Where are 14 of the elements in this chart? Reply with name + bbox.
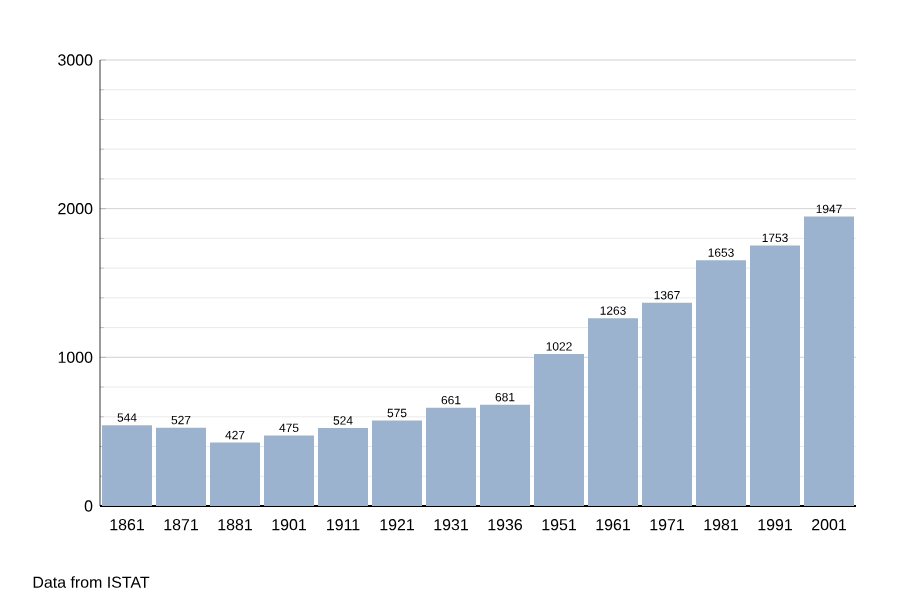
- bar: [264, 435, 315, 506]
- bar: [804, 216, 855, 506]
- bar: [642, 302, 693, 506]
- bar: [696, 260, 747, 506]
- bar: [372, 420, 423, 506]
- bar: [102, 425, 152, 506]
- bar: [750, 245, 801, 506]
- bar: [480, 404, 531, 506]
- bar: [318, 428, 369, 506]
- bar: [534, 354, 585, 506]
- bar: [588, 318, 639, 506]
- bar: [156, 427, 206, 506]
- bar: [426, 407, 477, 506]
- bar: [210, 442, 260, 506]
